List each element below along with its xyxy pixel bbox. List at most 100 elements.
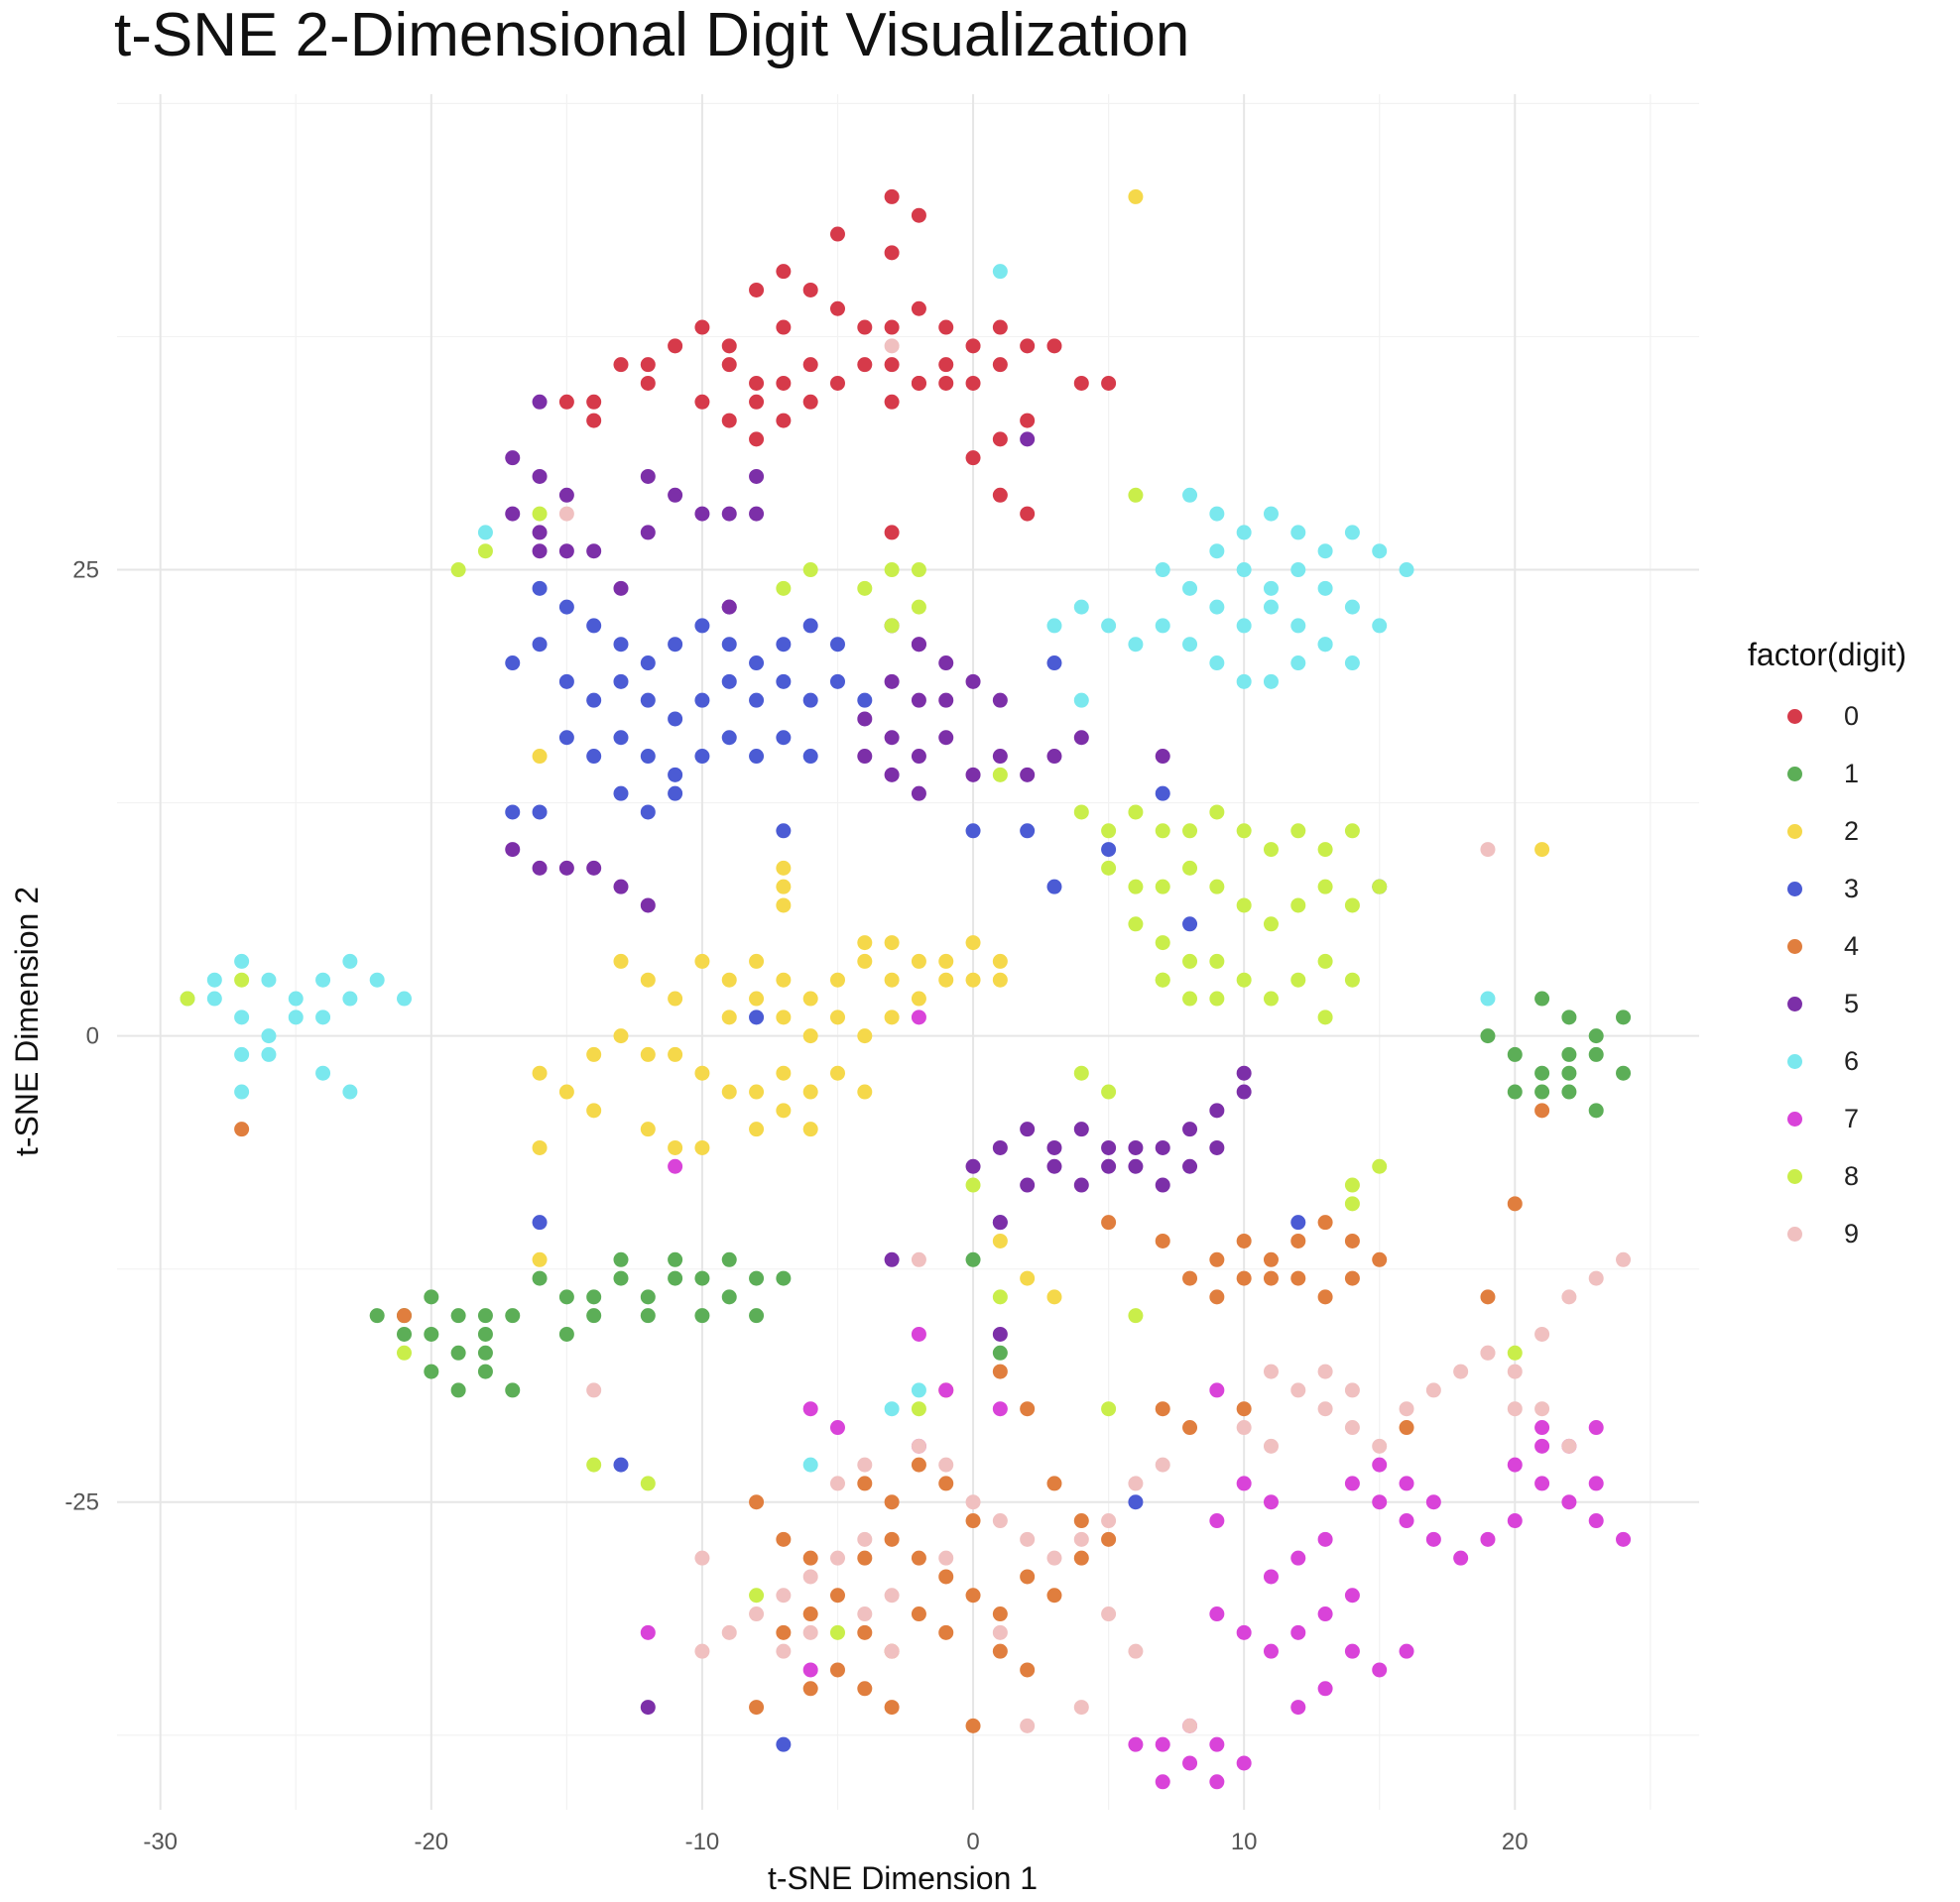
point-digit-7 <box>802 1662 818 1678</box>
point-digit-6 <box>1480 991 1496 1007</box>
point-digit-0 <box>1020 506 1036 522</box>
point-digit-3 <box>532 637 548 653</box>
point-digit-4 <box>1534 1103 1550 1119</box>
point-digit-7 <box>1344 1476 1360 1491</box>
point-digit-2 <box>802 991 818 1007</box>
point-digit-8 <box>911 562 926 578</box>
point-digit-0 <box>857 357 873 373</box>
point-digit-9 <box>776 1588 792 1604</box>
point-digit-9 <box>992 1624 1008 1640</box>
point-digit-6 <box>1344 599 1360 615</box>
point-digit-6 <box>397 991 413 1007</box>
point-digit-7 <box>1263 1494 1279 1510</box>
point-digit-7 <box>1588 1420 1604 1436</box>
point-digit-5 <box>613 580 629 596</box>
point-digit-9 <box>829 1550 845 1566</box>
point-digit-5 <box>532 394 548 410</box>
point-digit-6 <box>206 991 222 1007</box>
point-digit-6 <box>1182 637 1198 653</box>
point-digit-1 <box>749 1270 765 1286</box>
point-digit-8 <box>1128 916 1144 932</box>
point-digit-2 <box>532 1251 548 1267</box>
point-digit-6 <box>1317 580 1333 596</box>
point-digit-1 <box>1534 1065 1550 1081</box>
point-digit-0 <box>911 207 926 223</box>
point-digit-0 <box>884 357 900 373</box>
point-digit-5 <box>640 468 656 484</box>
point-digit-8 <box>1209 879 1225 894</box>
point-digit-6 <box>342 953 358 969</box>
point-digit-7 <box>1155 1736 1170 1752</box>
point-digit-6 <box>1372 543 1388 559</box>
point-digit-5 <box>992 749 1008 765</box>
point-digit-3 <box>613 1457 629 1473</box>
point-digit-9 <box>938 1457 954 1473</box>
point-digit-4 <box>1046 1588 1062 1604</box>
point-digit-6 <box>1209 506 1225 522</box>
point-digit-1 <box>640 1289 656 1305</box>
point-digit-5 <box>1101 1158 1117 1174</box>
x-tick-label: -10 <box>685 1829 720 1855</box>
point-digit-4 <box>802 1681 818 1697</box>
point-digit-1 <box>397 1326 413 1342</box>
point-digit-7 <box>992 1401 1008 1417</box>
point-digit-2 <box>749 953 765 969</box>
x-axis-label: t-SNE Dimension 1 <box>768 1860 1038 1896</box>
point-digit-4 <box>857 1624 873 1640</box>
point-digit-4 <box>965 1513 981 1529</box>
point-digit-9 <box>802 1624 818 1640</box>
point-digit-0 <box>829 226 845 242</box>
point-digit-2 <box>613 1028 629 1044</box>
y-tick-label: 25 <box>72 557 99 584</box>
point-digit-7 <box>1209 1513 1225 1529</box>
legend-swatch <box>1787 1168 1802 1184</box>
point-digit-4 <box>884 1700 900 1716</box>
point-digit-3 <box>749 749 765 765</box>
point-digit-0 <box>668 338 683 354</box>
point-digit-6 <box>1236 618 1252 634</box>
point-digit-3 <box>1155 785 1170 801</box>
point-digit-1 <box>505 1382 521 1398</box>
point-digit-2 <box>640 1122 656 1137</box>
point-digit-1 <box>477 1364 493 1379</box>
legend-label: 7 <box>1844 1103 1860 1133</box>
point-digit-5 <box>965 673 981 689</box>
point-digit-5 <box>1155 1139 1170 1155</box>
point-digit-5 <box>1182 1122 1198 1137</box>
point-digit-7 <box>911 1010 926 1025</box>
point-digit-4 <box>992 1364 1008 1379</box>
point-digit-6 <box>1263 506 1279 522</box>
point-digit-8 <box>1155 879 1170 894</box>
point-digit-1 <box>1480 1028 1496 1044</box>
point-digit-3 <box>668 785 683 801</box>
point-digit-5 <box>992 1326 1008 1342</box>
point-digit-0 <box>1101 375 1117 391</box>
point-digit-7 <box>1399 1513 1414 1529</box>
point-digit-4 <box>1020 1401 1036 1417</box>
point-digit-8 <box>1073 804 1089 820</box>
point-digit-8 <box>1101 823 1117 839</box>
point-digit-8 <box>1182 991 1198 1007</box>
legend-swatch <box>1787 881 1802 896</box>
point-digit-8 <box>1101 1401 1117 1417</box>
point-digit-7 <box>1236 1755 1252 1771</box>
point-digit-9 <box>1263 1364 1279 1379</box>
point-digit-0 <box>911 300 926 316</box>
point-digit-3 <box>1128 1494 1144 1510</box>
point-digit-4 <box>911 1457 926 1473</box>
point-digit-0 <box>776 375 792 391</box>
point-digit-6 <box>1344 655 1360 671</box>
point-digit-1 <box>1561 1084 1577 1100</box>
x-tick-label: -20 <box>414 1829 448 1855</box>
point-digit-9 <box>776 1643 792 1659</box>
y-tick-label: 0 <box>86 1023 99 1050</box>
x-tick-label: 20 <box>1502 1829 1529 1855</box>
point-digit-0 <box>992 487 1008 503</box>
point-digit-3 <box>558 673 574 689</box>
point-digit-6 <box>288 991 304 1007</box>
point-digit-4 <box>1263 1251 1279 1267</box>
point-digit-4 <box>1020 1662 1036 1678</box>
point-digit-3 <box>640 804 656 820</box>
point-digit-1 <box>1588 1046 1604 1062</box>
point-digit-1 <box>369 1308 385 1324</box>
